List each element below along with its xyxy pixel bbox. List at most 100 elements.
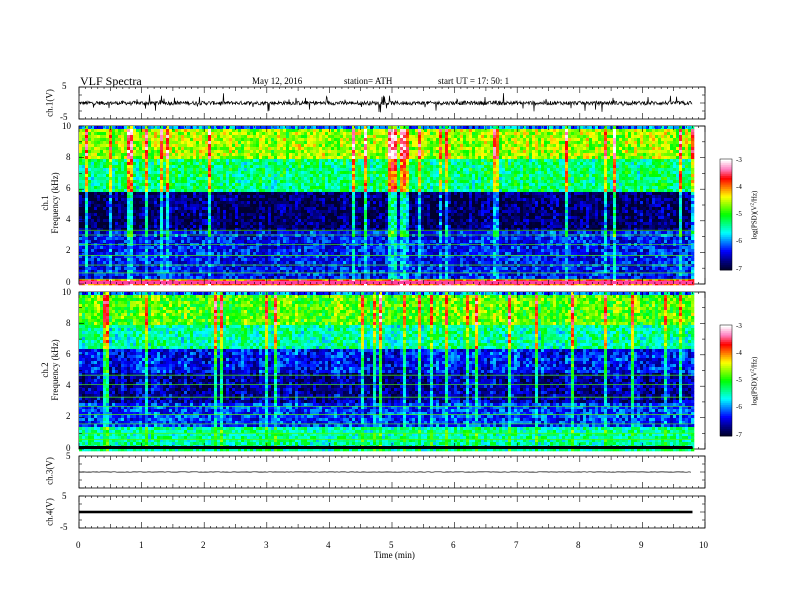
spec-cell <box>337 135 341 139</box>
spec-cell <box>190 162 194 166</box>
spec-cell <box>238 234 242 238</box>
spec-cell <box>280 129 284 133</box>
spec-cell <box>307 129 311 133</box>
spec-cell <box>265 135 269 139</box>
spec-cell <box>208 204 212 208</box>
spec-cell <box>79 204 83 208</box>
spec-cell <box>253 276 257 280</box>
spec-cell <box>142 132 146 136</box>
spec-cell <box>310 264 314 268</box>
spec-cell <box>358 135 362 139</box>
spec-cell <box>352 270 356 274</box>
spec-cell <box>322 126 326 130</box>
spec-cell <box>118 171 122 175</box>
spec-cell <box>226 219 230 223</box>
spec-cell <box>97 201 101 205</box>
spec-cell <box>121 171 125 175</box>
spec-cell <box>148 249 152 253</box>
spec-cell <box>142 264 146 268</box>
spec-cell <box>244 240 248 244</box>
spec-cell <box>127 195 131 199</box>
spec-cell <box>187 126 191 130</box>
spec-cell <box>268 237 272 241</box>
spec-cell <box>223 153 227 157</box>
spec-cell <box>322 264 326 268</box>
spec-cell <box>286 153 290 157</box>
spec-cell <box>277 228 281 232</box>
spec-cell <box>139 258 143 262</box>
spec-cell <box>334 219 338 223</box>
spec-cell <box>166 183 170 187</box>
spec-cell <box>220 261 224 265</box>
spec-cell <box>181 168 185 172</box>
spec-cell <box>196 237 200 241</box>
spec-cell <box>181 174 185 178</box>
spec-cell <box>307 225 311 229</box>
spec-cell <box>88 144 92 148</box>
spec-cell <box>133 237 137 241</box>
spec-cell <box>304 147 308 151</box>
spec-cell <box>313 264 317 268</box>
spec-cell <box>199 156 203 160</box>
spec-cell <box>319 159 323 163</box>
spec-cell <box>271 210 275 214</box>
spec-cell <box>91 216 95 220</box>
spec-cell <box>274 228 278 232</box>
spec-cell <box>304 189 308 193</box>
spec-cell <box>145 162 149 166</box>
spec-cell <box>196 240 200 244</box>
spec-cell <box>139 135 143 139</box>
spec-cell <box>319 171 323 175</box>
spec-cell <box>175 162 179 166</box>
spec-cell <box>280 225 284 229</box>
spec-cell <box>322 276 326 280</box>
spec-cell <box>334 255 338 259</box>
spec-cell <box>241 141 245 145</box>
spec-cell <box>241 255 245 259</box>
spec-cell <box>160 210 164 214</box>
spec-cell <box>298 150 302 154</box>
spec-cell <box>313 144 317 148</box>
spec-cell <box>262 138 266 142</box>
spec-cell <box>334 252 338 256</box>
spec-cell <box>313 240 317 244</box>
spec-cell <box>283 279 287 283</box>
spec-cell <box>205 126 209 130</box>
spec-cell <box>181 222 185 226</box>
spec-cell <box>169 240 173 244</box>
spec-cell <box>301 237 305 241</box>
spec-cell <box>97 165 101 169</box>
spec-cell <box>250 156 254 160</box>
spec-cell <box>178 240 182 244</box>
spec-cell <box>157 261 161 265</box>
spec-cell <box>112 189 116 193</box>
spec-cell <box>352 222 356 226</box>
spec-cell <box>295 204 299 208</box>
spec-cell <box>109 183 113 187</box>
spec-cell <box>85 132 89 136</box>
spec-cell <box>124 210 128 214</box>
spec-cell <box>259 162 263 166</box>
spec-cell <box>181 189 185 193</box>
spec-cell <box>292 237 296 241</box>
spec-cell <box>109 189 113 193</box>
spec-cell <box>316 144 320 148</box>
spec-cell <box>307 171 311 175</box>
spec-cell <box>94 225 98 229</box>
spec-cell <box>193 252 197 256</box>
spec-cell <box>175 156 179 160</box>
spec-cell <box>223 264 227 268</box>
spec-cell <box>286 147 290 151</box>
spec-cell <box>244 207 248 211</box>
spec-cell <box>127 273 131 277</box>
spec-cell <box>124 174 128 178</box>
spec-cell <box>241 231 245 235</box>
spec-cell <box>178 219 182 223</box>
spec-cell <box>160 267 164 271</box>
spec-cell <box>79 261 83 265</box>
spec-cell <box>277 153 281 157</box>
spec-cell <box>109 144 113 148</box>
spec-cell <box>241 189 245 193</box>
spec-cell <box>358 165 362 169</box>
spec-cell <box>136 255 140 259</box>
